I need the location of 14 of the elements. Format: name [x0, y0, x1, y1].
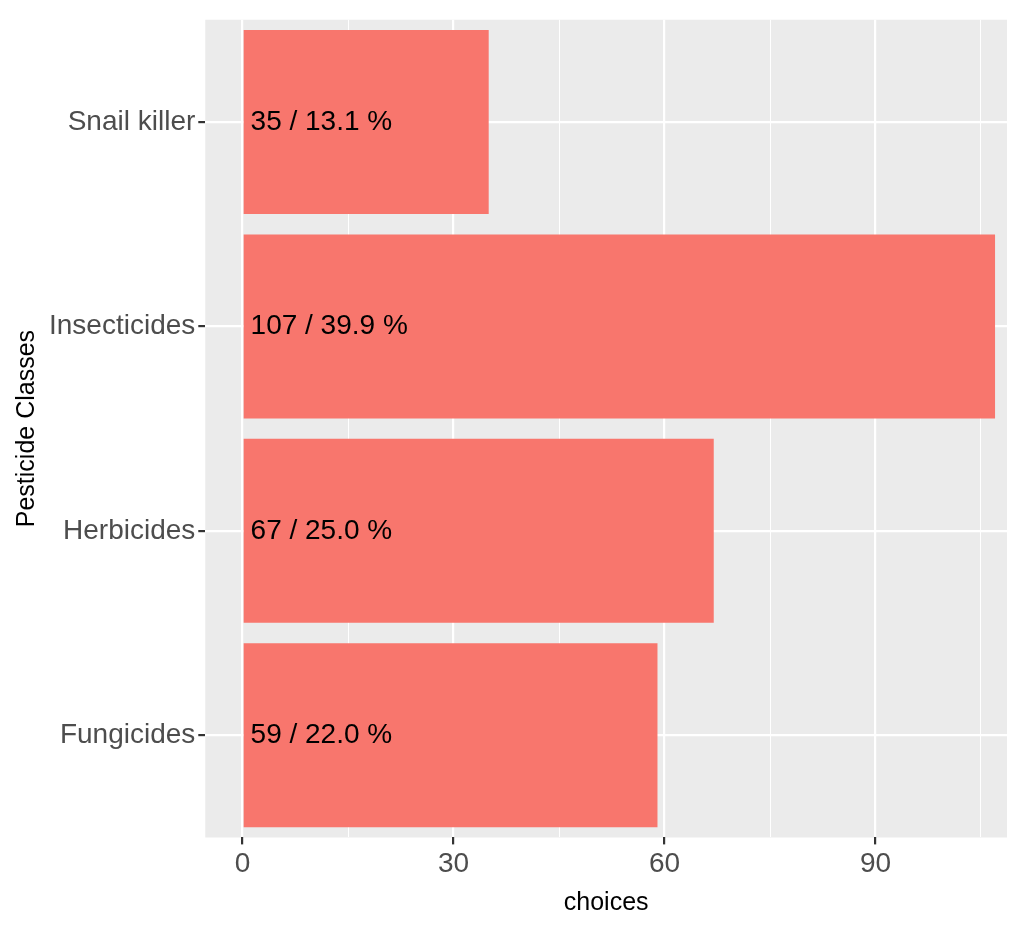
y-tick-label: Snail killer	[67, 104, 196, 136]
x-tick-label: 90	[859, 846, 892, 878]
x-tick-label: 60	[648, 846, 681, 878]
y-tick-label: Fungicides	[59, 717, 196, 749]
x-tick-label: 30	[437, 846, 470, 878]
data-label: 67 / 25.0 %	[250, 513, 393, 545]
data-label: 35 / 13.1 %	[250, 104, 393, 136]
data-label: 107 / 39.9 %	[250, 309, 408, 341]
y-tick-label: Herbicides	[63, 513, 196, 545]
y-tick-label: Insecticides	[48, 309, 196, 341]
y-axis-title: Pesticide Classes	[10, 329, 39, 528]
data-label: 59 / 22.0 %	[250, 717, 393, 749]
x-axis-title: choices	[563, 886, 649, 915]
x-tick-label: 0	[234, 846, 251, 878]
